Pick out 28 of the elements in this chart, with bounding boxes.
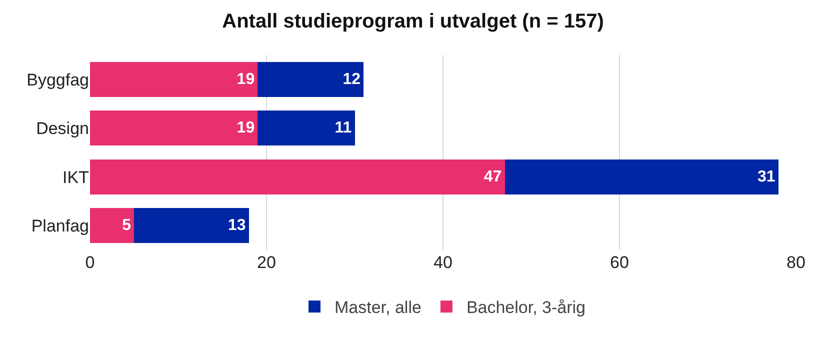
bar xyxy=(90,110,258,146)
x-tick-label: 80 xyxy=(786,253,806,272)
x-tick-label: 0 xyxy=(85,253,95,272)
data-label: 19 xyxy=(236,70,255,88)
data-label: 31 xyxy=(757,168,776,186)
bar xyxy=(258,62,364,97)
data-label: 11 xyxy=(334,120,352,137)
y-tick-label: IKT xyxy=(62,168,89,187)
x-tick-label: 40 xyxy=(434,253,452,272)
x-tick-label: 60 xyxy=(610,253,629,272)
y-tick-label: Planfag xyxy=(31,216,89,236)
data-label: 47 xyxy=(484,168,502,186)
legend-label: Master, alle xyxy=(334,298,422,318)
data-label: 5 xyxy=(122,217,132,234)
bar xyxy=(90,62,258,97)
bar xyxy=(134,208,249,244)
bar xyxy=(258,110,355,146)
chart-title: Antall studieprogram i utvalget (n = 157) xyxy=(222,10,604,32)
data-label: 19 xyxy=(236,120,255,137)
y-tick-label: Byggfag xyxy=(26,70,89,90)
bar xyxy=(504,159,778,194)
y-tick-label: Design xyxy=(36,119,89,138)
bar xyxy=(90,159,505,194)
legend-label: Bachelor, 3-årig xyxy=(466,298,586,318)
data-label: 13 xyxy=(228,217,246,234)
x-tick-label: 20 xyxy=(257,253,276,272)
data-label: 12 xyxy=(342,70,361,88)
bar xyxy=(90,208,134,244)
